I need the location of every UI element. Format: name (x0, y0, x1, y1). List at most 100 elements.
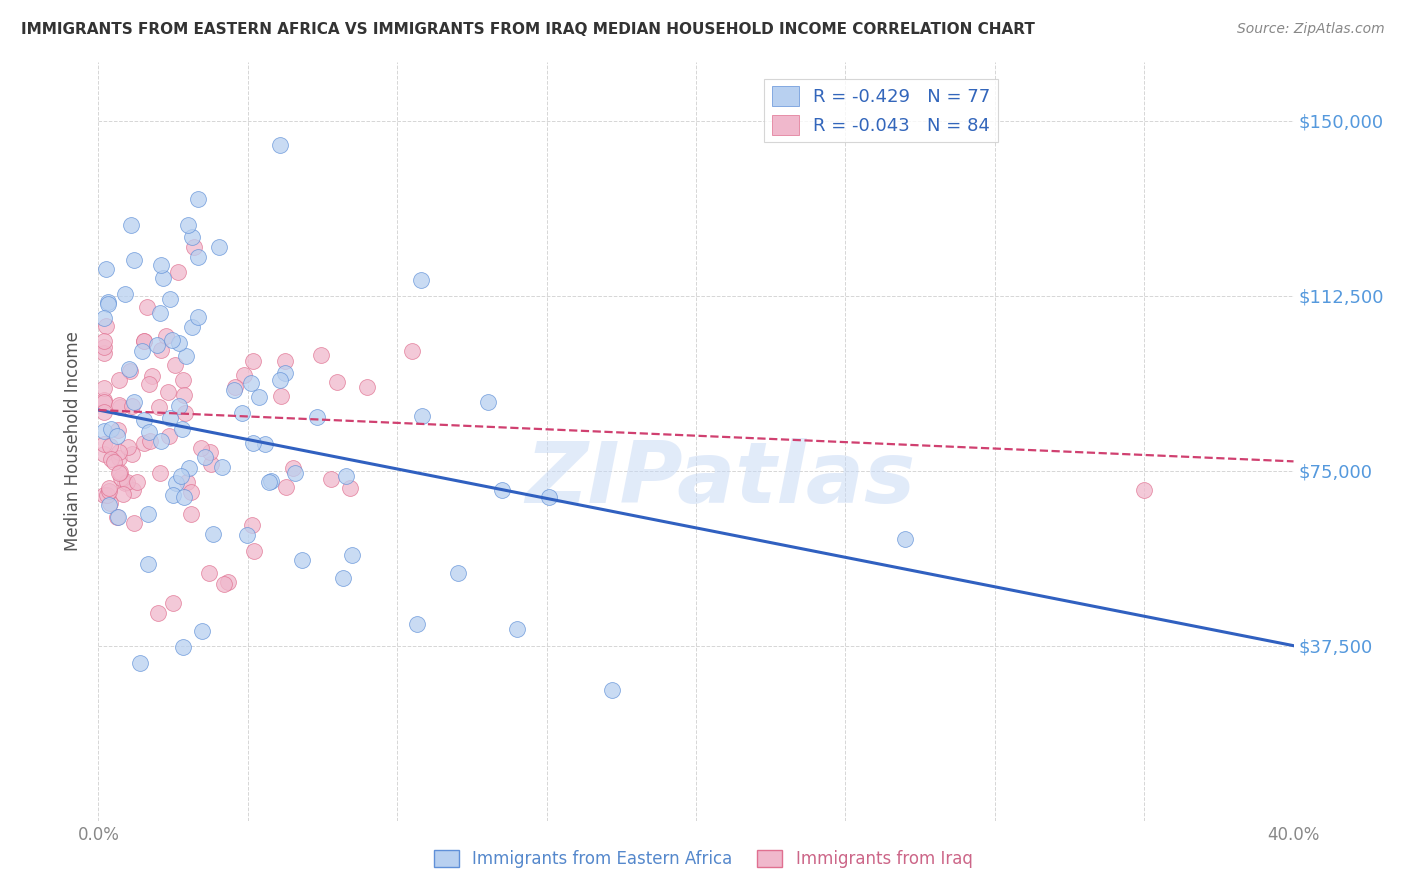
Point (217, 575, 239, 590)
Point (93, 424, 115, 438)
Point (105, 510, 128, 524)
Point (122, 516, 145, 530)
Text: ZIPatlas: ZIPatlas (524, 438, 915, 521)
Point (134, 435, 156, 450)
Point (411, 409, 433, 423)
Point (309, 348, 332, 362)
Point (183, 240, 205, 254)
Point (173, 373, 195, 387)
Text: Source: ZipAtlas.com: Source: ZipAtlas.com (1237, 22, 1385, 37)
Point (117, 440, 139, 454)
Point (111, 487, 134, 501)
Point (160, 333, 183, 347)
Point (136, 508, 159, 522)
Point (172, 640, 194, 655)
Point (98, 498, 121, 512)
Point (107, 466, 129, 480)
Point (129, 657, 152, 671)
Point (180, 229, 202, 244)
Point (257, 475, 280, 490)
Point (537, 491, 560, 505)
Point (131, 343, 153, 358)
Point (100, 421, 122, 435)
Point (174, 406, 197, 420)
Point (187, 193, 209, 207)
Legend: Immigrants from Eastern Africa, Immigrants from Iraq: Immigrants from Eastern Africa, Immigran… (427, 843, 979, 875)
Point (138, 377, 160, 392)
Point (274, 354, 297, 368)
Point (110, 471, 132, 485)
Point (121, 447, 143, 461)
Point (146, 338, 169, 352)
Point (340, 549, 363, 563)
Point (157, 429, 180, 443)
Point (105, 428, 128, 442)
Point (242, 543, 264, 558)
Point (148, 400, 170, 414)
Point (224, 380, 246, 394)
Point (93, 311, 115, 326)
Point (93, 436, 115, 450)
Point (108, 465, 131, 479)
Point (159, 411, 181, 425)
Point (94, 262, 117, 277)
Point (180, 320, 202, 334)
Point (152, 271, 174, 285)
Point (173, 490, 195, 504)
Point (232, 368, 254, 383)
Point (339, 481, 361, 495)
Point (211, 459, 233, 474)
Point (1133, 483, 1156, 497)
Point (96, 318, 118, 333)
Point (200, 457, 222, 471)
Point (179, 461, 201, 475)
Point (150, 343, 173, 358)
Point (242, 435, 264, 450)
Point (406, 617, 429, 632)
Point (103, 455, 125, 469)
Point (97, 296, 120, 310)
Point (146, 607, 169, 621)
Point (170, 421, 193, 435)
Point (169, 336, 191, 351)
Point (93, 394, 115, 409)
Point (198, 566, 221, 580)
Point (122, 483, 145, 497)
Point (93, 392, 115, 407)
Point (139, 434, 162, 448)
Point (165, 475, 187, 490)
Point (93, 381, 115, 395)
Point (167, 265, 190, 279)
Point (212, 576, 235, 591)
Point (120, 218, 142, 232)
Point (121, 400, 143, 414)
Point (169, 399, 191, 413)
Point (136, 300, 159, 314)
Point (180, 485, 202, 500)
Point (114, 475, 136, 490)
Point (97, 481, 120, 495)
Point (149, 466, 172, 480)
Point (176, 475, 198, 489)
Point (162, 596, 184, 610)
Point (98, 439, 121, 453)
Point (506, 622, 529, 636)
Point (447, 566, 470, 581)
Point (270, 389, 292, 403)
Point (269, 137, 291, 152)
Point (134, 413, 156, 427)
Point (93, 341, 115, 355)
Point (114, 287, 136, 301)
Point (307, 410, 329, 425)
Point (97, 294, 120, 309)
Point (96, 488, 118, 502)
Point (208, 240, 231, 254)
Point (93, 334, 115, 349)
Point (894, 532, 917, 546)
Point (165, 359, 187, 373)
Point (170, 469, 193, 483)
Text: IMMIGRANTS FROM EASTERN AFRICA VS IMMIGRANTS FROM IRAQ MEDIAN HOUSEHOLD INCOME C: IMMIGRANTS FROM EASTERN AFRICA VS IMMIGR… (21, 22, 1035, 37)
Point (107, 398, 129, 412)
Point (93, 447, 115, 461)
Point (194, 450, 217, 464)
